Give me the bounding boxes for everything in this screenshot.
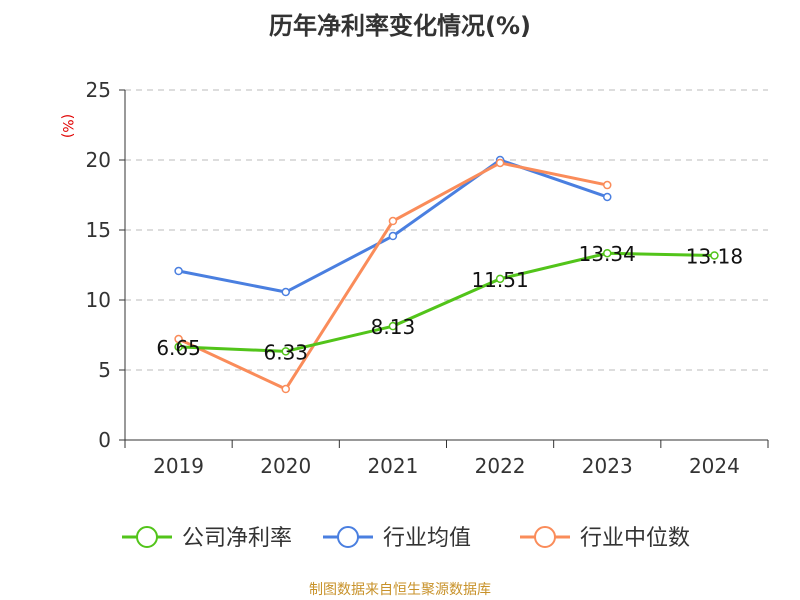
legend-marker-icon bbox=[337, 526, 359, 548]
legend-label: 行业中位数 bbox=[580, 526, 690, 551]
x-tick-label: 2022 bbox=[475, 454, 526, 478]
data-point[interactable] bbox=[603, 180, 612, 190]
data-point[interactable] bbox=[388, 231, 398, 241]
data-point[interactable] bbox=[281, 347, 290, 356]
data-point[interactable] bbox=[603, 192, 612, 202]
legend-label: 行业均值 bbox=[383, 526, 471, 551]
data-point[interactable] bbox=[174, 266, 183, 276]
series-line-0 bbox=[178, 251, 715, 353]
series-line-2 bbox=[177, 161, 608, 391]
data-label: 6.33 bbox=[263, 340, 308, 364]
x-tick-label: 2019 bbox=[153, 454, 204, 478]
x-tick-label: 2024 bbox=[689, 454, 740, 478]
data-label: 11.51 bbox=[471, 268, 528, 292]
y-tick-label: 0 bbox=[98, 428, 111, 452]
x-tick-label: 2020 bbox=[260, 454, 311, 478]
data-point[interactable] bbox=[388, 321, 398, 331]
x-tick-label: 2023 bbox=[582, 454, 633, 478]
y-tick-label: 15 bbox=[86, 218, 111, 242]
legend-item-0[interactable]: 公司净利率 bbox=[122, 526, 292, 551]
data-point[interactable] bbox=[174, 334, 183, 344]
legend-label: 公司净利率 bbox=[182, 526, 292, 551]
series-line-1 bbox=[178, 158, 608, 294]
y-tick-label: 10 bbox=[86, 288, 111, 312]
data-label: 13.34 bbox=[579, 242, 636, 266]
source-note: 制图数据来自恒生聚源数据库 bbox=[309, 582, 491, 598]
data-label: 8.13 bbox=[371, 315, 416, 339]
data-point[interactable] bbox=[281, 287, 290, 297]
chart-title: 历年净利率变化情况(%) bbox=[269, 12, 531, 40]
data-point[interactable] bbox=[710, 251, 719, 260]
data-label: 13.18 bbox=[686, 244, 743, 268]
y-tick-label: 20 bbox=[86, 148, 111, 172]
data-point[interactable] bbox=[495, 274, 505, 284]
legend-item-1[interactable]: 行业均值 bbox=[323, 526, 471, 551]
data-point[interactable] bbox=[495, 158, 505, 168]
data-label: 6.65 bbox=[156, 336, 201, 360]
data-point[interactable] bbox=[174, 342, 183, 352]
data-point[interactable] bbox=[281, 384, 290, 394]
data-point[interactable] bbox=[388, 216, 398, 226]
x-tick-label: 2021 bbox=[367, 454, 418, 478]
y-tick-label: 5 bbox=[98, 358, 111, 382]
legend-item-2[interactable]: 行业中位数 bbox=[520, 526, 690, 551]
legend-marker-icon bbox=[534, 526, 556, 548]
y-tick-label: 25 bbox=[86, 78, 111, 102]
legend-marker-icon bbox=[136, 526, 158, 548]
y-axis-label: (%) bbox=[59, 114, 75, 138]
data-point[interactable] bbox=[603, 248, 612, 258]
